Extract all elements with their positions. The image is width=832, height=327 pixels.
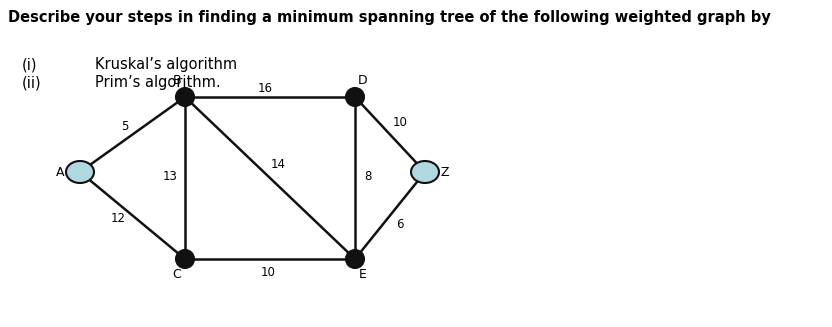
Text: E: E: [359, 268, 367, 282]
Text: 6: 6: [396, 218, 404, 232]
Text: D: D: [359, 75, 368, 88]
Text: 12: 12: [111, 213, 126, 226]
Text: 10: 10: [260, 266, 275, 279]
Text: 14: 14: [270, 158, 285, 170]
Text: C: C: [172, 268, 181, 282]
Text: Kruskal’s algorithm: Kruskal’s algorithm: [95, 57, 237, 72]
Ellipse shape: [66, 161, 94, 183]
Text: 8: 8: [364, 170, 372, 183]
Text: Describe your steps in finding a minimum spanning tree of the following weighted: Describe your steps in finding a minimum…: [8, 10, 770, 25]
Text: 13: 13: [162, 170, 177, 183]
Circle shape: [346, 88, 364, 106]
Text: (i): (i): [22, 57, 37, 72]
Circle shape: [176, 250, 194, 268]
Text: 5: 5: [121, 121, 129, 133]
Text: 10: 10: [393, 115, 408, 129]
Ellipse shape: [411, 161, 439, 183]
Circle shape: [346, 250, 364, 268]
Text: A: A: [56, 165, 64, 179]
Text: Prim’s algorithm.: Prim’s algorithm.: [95, 75, 220, 90]
Text: B: B: [173, 75, 181, 88]
Text: (ii): (ii): [22, 75, 42, 90]
Circle shape: [176, 88, 194, 106]
Text: 16: 16: [257, 82, 273, 95]
Text: Z: Z: [441, 165, 449, 179]
